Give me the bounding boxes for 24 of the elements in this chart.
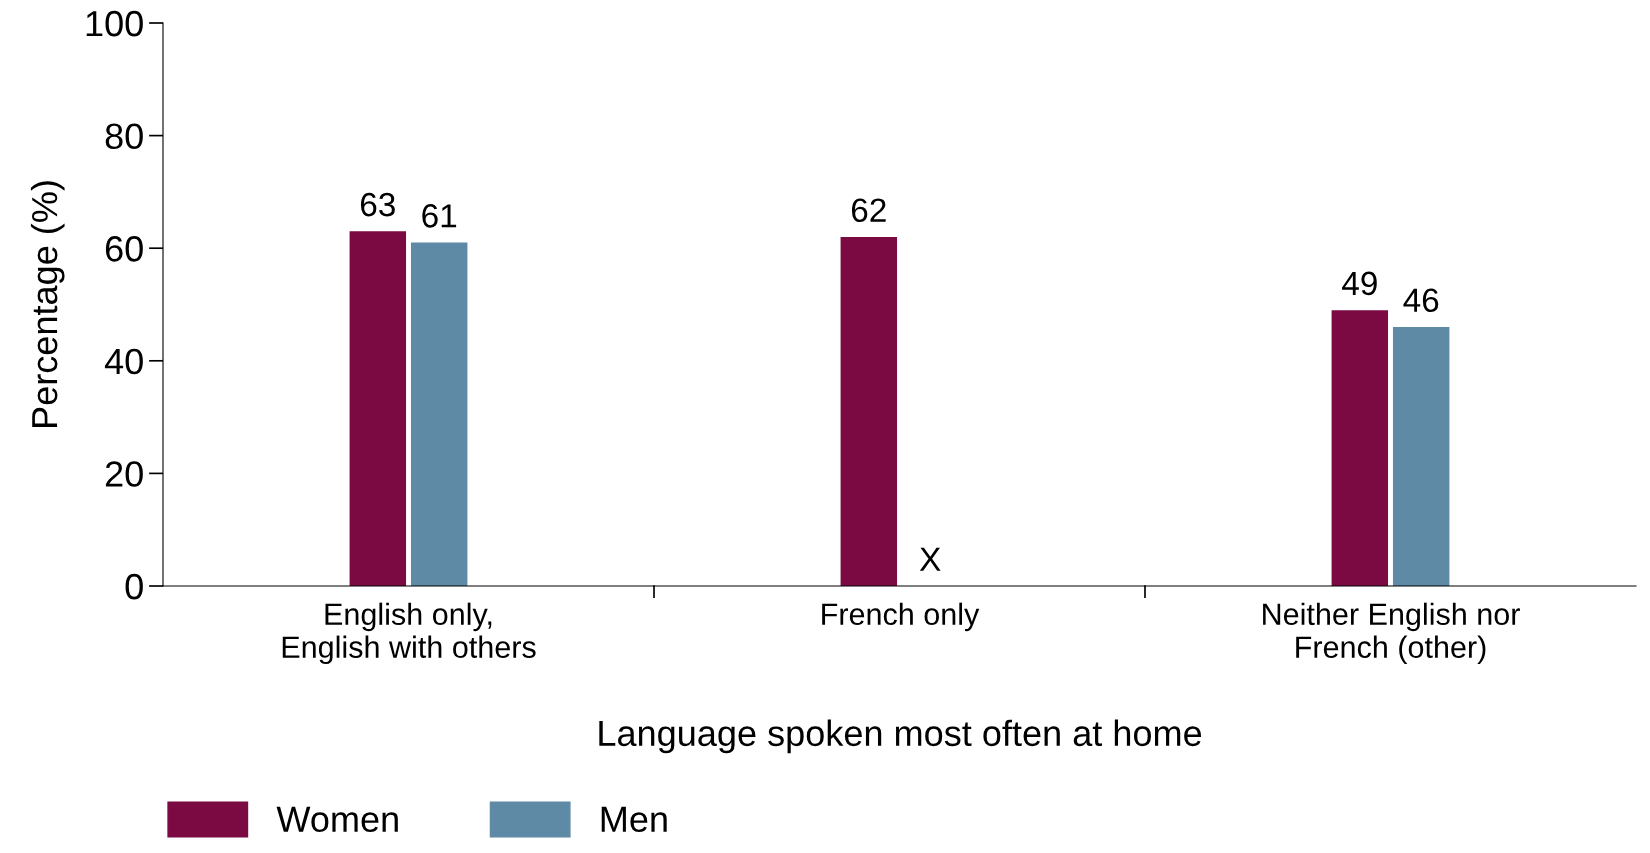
- x-tick-label: Neither English nor French (other): [1263, 602, 1520, 665]
- data-label: 61: [422, 204, 457, 228]
- x-tick-label: French only: [822, 602, 980, 632]
- y-tick-label: 100: [86, 10, 143, 37]
- legend-label: Men: [601, 806, 667, 833]
- x-axis-title: Language spoken most often at home: [599, 719, 1202, 754]
- data-label: 62: [851, 198, 886, 223]
- y-tick-label: 80: [105, 123, 143, 150]
- legend-label: Women: [276, 806, 398, 833]
- y-axis-title: Percentage (%): [30, 181, 65, 427]
- y-tick-label: 0: [125, 573, 143, 600]
- data-label: 46: [1403, 288, 1439, 313]
- bar: [349, 231, 407, 586]
- y-tick-label: 20: [105, 461, 143, 487]
- data-label: 63: [360, 192, 395, 217]
- bar: [1331, 310, 1389, 586]
- bar: [1392, 327, 1450, 586]
- data-label: 49: [1342, 271, 1377, 296]
- text: X: [919, 547, 941, 571]
- x-tick-label: English only, English with others: [282, 602, 536, 665]
- y-tick-label: 60: [105, 236, 143, 262]
- bar: [840, 236, 898, 586]
- y-tick-label: 40: [104, 348, 143, 375]
- bar: [410, 242, 468, 586]
